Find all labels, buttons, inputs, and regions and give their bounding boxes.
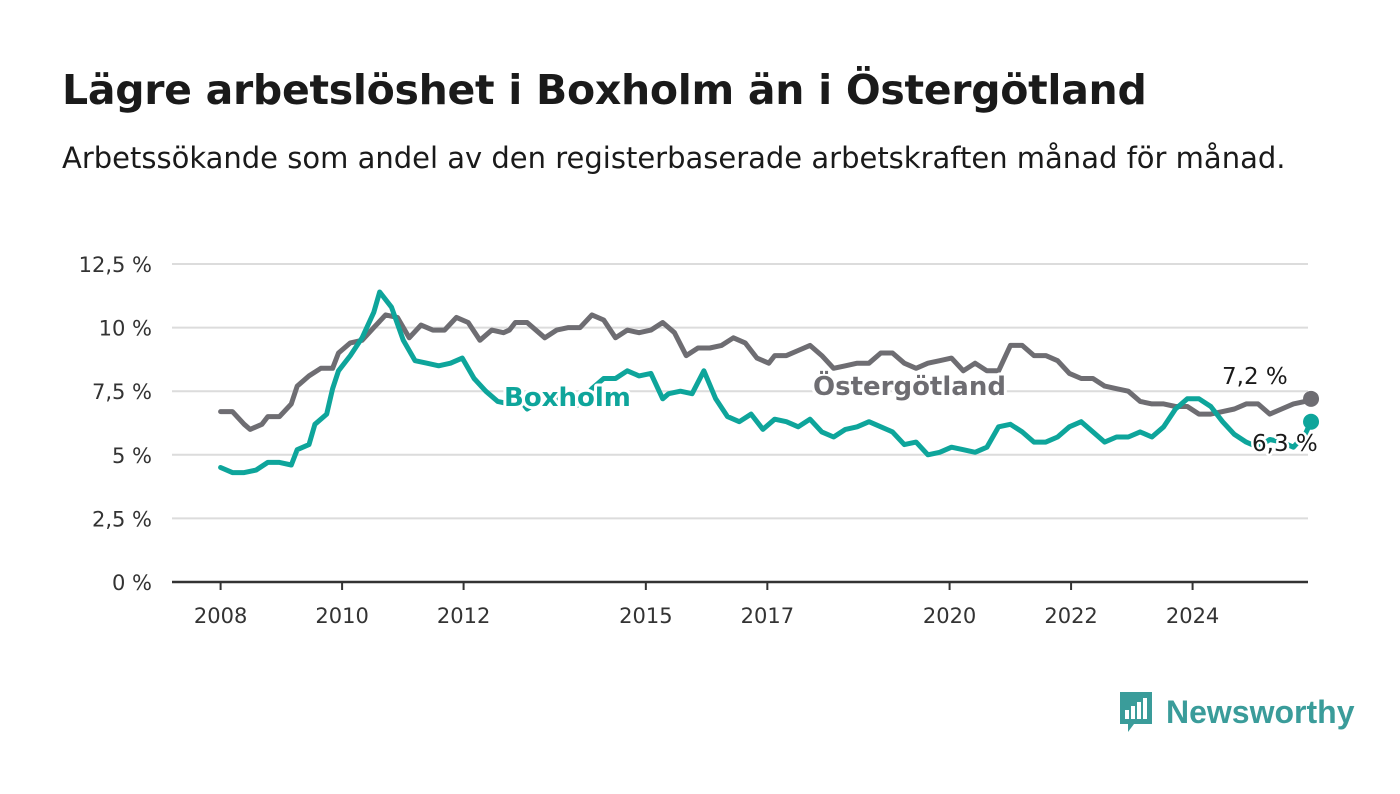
- y-tick-label: 2,5 %: [92, 507, 152, 531]
- x-tick-label: 2012: [437, 604, 490, 628]
- chart-subtitle: Arbetssökande som andel av den registerb…: [62, 141, 1286, 175]
- x-tick-label: 2015: [619, 604, 672, 628]
- y-tick-label: 5 %: [112, 444, 152, 468]
- series-lines: [218, 289, 1320, 476]
- series-line-boxholm: [218, 289, 1314, 476]
- series-end-point--sterg-tland: [1303, 390, 1320, 407]
- brand-name: Newsworthy: [1166, 693, 1355, 730]
- end-value-label-ostergotland: 7,2 %: [1222, 364, 1288, 390]
- end-value-label-boxholm: 6,3 %: [1252, 431, 1318, 457]
- x-tick-label: 2010: [315, 604, 368, 628]
- chart-title: Lägre arbetslöshet i Boxholm än i Österg…: [62, 66, 1147, 114]
- newsworthy-logo[interactable]: Newsworthy: [1118, 690, 1354, 734]
- axes: 0 % 2,5 % 5 % 7,5 % 10 % 12,5 % 2008 2010 2012 20…: [79, 253, 1308, 628]
- x-tick-label: 2022: [1044, 604, 1097, 628]
- y-tick-label: 10 %: [99, 317, 152, 341]
- series-label-boxholm: Boxholm: [504, 383, 631, 413]
- x-tick-label: 2017: [741, 604, 794, 628]
- x-tick-label: 2024: [1166, 604, 1219, 628]
- x-tick-label: 2008: [194, 604, 247, 628]
- series-labels: Östergötland Boxholm 7,2 % 6,3 %: [501, 362, 1320, 460]
- y-tick-label: 0 %: [112, 571, 152, 595]
- x-tick-label: 2020: [923, 604, 976, 628]
- grid-lines: [172, 263, 1308, 520]
- y-tick-label: 12,5 %: [79, 253, 152, 277]
- bar-chart-speech-bubble-icon: [1120, 692, 1152, 732]
- series-end-point-boxholm: [1303, 413, 1320, 430]
- y-tick-label: 7,5 %: [92, 380, 152, 404]
- series-line--sterg-tland: [218, 312, 1314, 432]
- series-label-ostergotland: Östergötland: [813, 369, 1006, 402]
